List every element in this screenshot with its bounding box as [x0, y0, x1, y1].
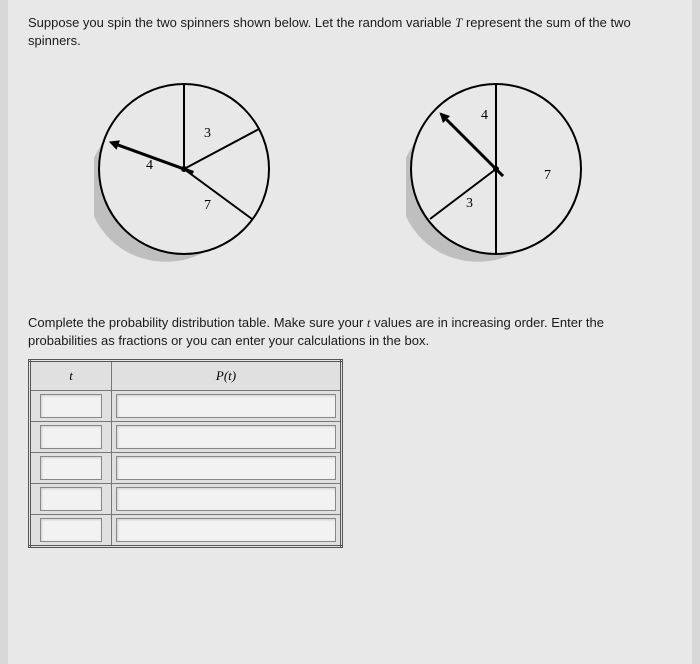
table-row	[30, 453, 342, 484]
question-page: Suppose you spin the two spinners shown …	[8, 0, 692, 664]
instruction-text: Complete the probability distribution ta…	[28, 314, 672, 349]
prompt-text-prefix: Suppose you spin the two spinners shown …	[28, 15, 455, 30]
svg-text:7: 7	[544, 168, 551, 183]
instruction-variable: t	[367, 315, 371, 330]
p-value-input[interactable]	[116, 394, 336, 418]
p-value-input[interactable]	[116, 456, 336, 480]
svg-text:7: 7	[204, 198, 211, 213]
spinners-row: 3 7 4 4 7 3	[28, 79, 672, 274]
svg-text:4: 4	[146, 158, 153, 173]
t-value-input[interactable]	[40, 518, 102, 542]
t-value-input[interactable]	[40, 425, 102, 449]
svg-text:3: 3	[204, 126, 211, 141]
table-row	[30, 484, 342, 515]
question-prompt: Suppose you spin the two spinners shown …	[28, 14, 672, 49]
header-p: P(t)	[112, 361, 342, 391]
spinner-1: 3 7 4	[94, 79, 294, 274]
table-header-row: t P(t)	[30, 361, 342, 391]
spinner-1-svg: 3 7 4	[94, 79, 294, 269]
spinner-2-svg: 4 7 3	[406, 79, 606, 269]
svg-text:3: 3	[466, 196, 473, 211]
p-value-input[interactable]	[116, 425, 336, 449]
table-row	[30, 422, 342, 453]
t-value-input[interactable]	[40, 394, 102, 418]
table-row	[30, 515, 342, 547]
header-t: t	[30, 361, 112, 391]
p-value-input[interactable]	[116, 518, 336, 542]
instruction-prefix: Complete the probability distribution ta…	[28, 315, 367, 330]
t-value-input[interactable]	[40, 487, 102, 511]
distribution-table: t P(t)	[28, 359, 343, 548]
spinner-2: 4 7 3	[406, 79, 606, 274]
p-value-input[interactable]	[116, 487, 336, 511]
svg-text:4: 4	[481, 108, 488, 123]
prompt-variable: T	[455, 15, 462, 30]
t-value-input[interactable]	[40, 456, 102, 480]
table-row	[30, 391, 342, 422]
